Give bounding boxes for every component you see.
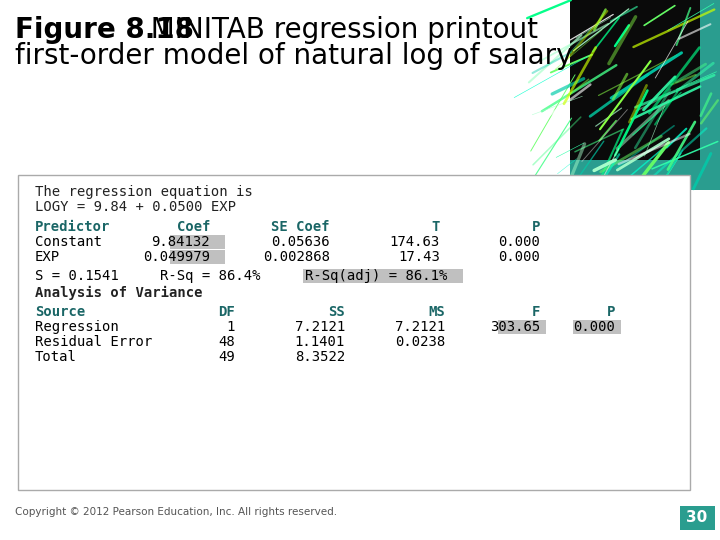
Text: P: P bbox=[607, 305, 615, 319]
Text: LOGY = 9.84 + 0.0500 EXP: LOGY = 9.84 + 0.0500 EXP bbox=[35, 200, 236, 214]
Text: 9.84132: 9.84132 bbox=[151, 235, 210, 249]
Text: 17.43: 17.43 bbox=[398, 250, 440, 264]
Text: 0.000: 0.000 bbox=[573, 320, 615, 334]
Text: 0.05636: 0.05636 bbox=[271, 235, 330, 249]
Text: 0.000: 0.000 bbox=[498, 235, 540, 249]
Bar bbox=[170, 235, 225, 249]
Bar bbox=[498, 320, 546, 334]
Text: SE Coef: SE Coef bbox=[271, 220, 330, 234]
Text: MS: MS bbox=[428, 305, 445, 319]
Text: Figure 8.18: Figure 8.18 bbox=[15, 16, 194, 44]
Text: Predictor: Predictor bbox=[35, 220, 110, 234]
Text: 0.049979: 0.049979 bbox=[143, 250, 210, 264]
Text: MINITAB regression printout: MINITAB regression printout bbox=[133, 16, 538, 44]
Text: Source: Source bbox=[35, 305, 85, 319]
Text: Copyright © 2012 Pearson Education, Inc. All rights reserved.: Copyright © 2012 Pearson Education, Inc.… bbox=[15, 507, 337, 517]
Text: Total: Total bbox=[35, 350, 77, 364]
Text: first-order model of natural log of salary: first-order model of natural log of sala… bbox=[15, 42, 572, 70]
Text: 1: 1 bbox=[227, 320, 235, 334]
Text: 30: 30 bbox=[686, 510, 708, 525]
Text: T: T bbox=[431, 220, 440, 234]
Text: 7.2121: 7.2121 bbox=[395, 320, 445, 334]
Text: 8.3522: 8.3522 bbox=[294, 350, 345, 364]
Text: P: P bbox=[531, 220, 540, 234]
Bar bbox=[18, 175, 690, 490]
Text: 0.0238: 0.0238 bbox=[395, 335, 445, 349]
Text: R-Sq = 86.4%: R-Sq = 86.4% bbox=[160, 269, 261, 283]
Bar bbox=[170, 250, 225, 264]
Text: The regression equation is: The regression equation is bbox=[35, 185, 253, 199]
Text: EXP: EXP bbox=[35, 250, 60, 264]
Text: S = 0.1541: S = 0.1541 bbox=[35, 269, 119, 283]
Bar bbox=[570, 0, 720, 160]
Bar bbox=[303, 269, 463, 283]
Text: R-Sq(adj) = 86.1%: R-Sq(adj) = 86.1% bbox=[305, 269, 447, 283]
Text: DF: DF bbox=[218, 305, 235, 319]
Text: 49: 49 bbox=[218, 350, 235, 364]
Text: 303.65: 303.65 bbox=[490, 320, 540, 334]
Text: Coef: Coef bbox=[176, 220, 210, 234]
Bar bbox=[570, 160, 720, 190]
Text: 174.63: 174.63 bbox=[390, 235, 440, 249]
Text: SS: SS bbox=[328, 305, 345, 319]
Text: Constant: Constant bbox=[35, 235, 102, 249]
Text: Residual Error: Residual Error bbox=[35, 335, 152, 349]
Text: Analysis of Variance: Analysis of Variance bbox=[35, 286, 202, 300]
Text: 1.1401: 1.1401 bbox=[294, 335, 345, 349]
Text: 48: 48 bbox=[218, 335, 235, 349]
Text: 0.002868: 0.002868 bbox=[263, 250, 330, 264]
Bar bbox=[573, 320, 621, 334]
Text: Regression: Regression bbox=[35, 320, 119, 334]
Text: 0.000: 0.000 bbox=[498, 250, 540, 264]
Text: 7.2121: 7.2121 bbox=[294, 320, 345, 334]
Bar bbox=[700, 0, 720, 190]
Text: F: F bbox=[531, 305, 540, 319]
Bar bbox=[680, 506, 715, 530]
